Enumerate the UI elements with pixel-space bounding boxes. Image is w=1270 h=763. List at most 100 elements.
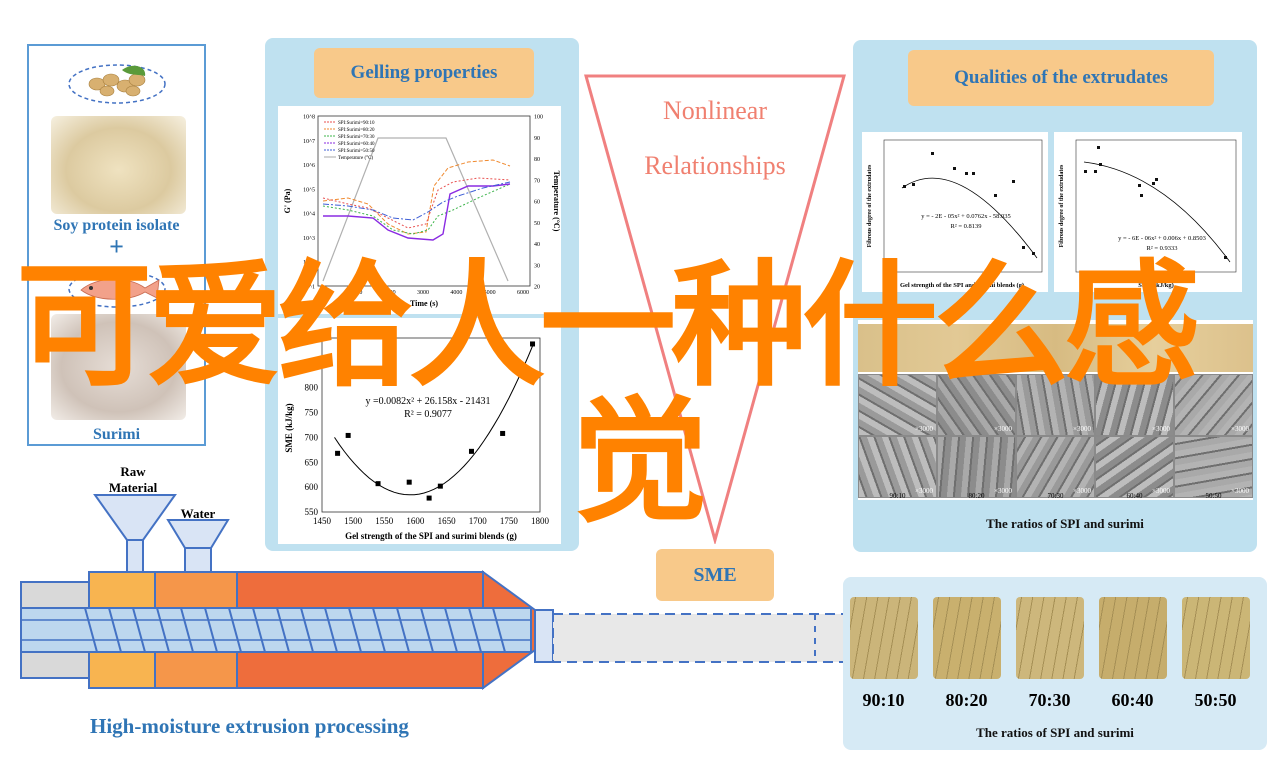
series-60-40 xyxy=(323,183,511,241)
sme-ytick: 700 xyxy=(305,432,319,442)
rheology-y2tick: 70 xyxy=(534,178,540,184)
rheology-y2tick: 40 xyxy=(534,242,540,248)
fibrous-sme-equation: y = - 6E - 06x² + 0.006x + 0.8503 xyxy=(1118,235,1206,242)
rheology-xtick: 1000 xyxy=(350,290,362,296)
extrudate-ratio-label: 50:50 xyxy=(1194,690,1237,710)
sme-xtick: 1500 xyxy=(344,516,363,526)
qualities-tag: Qualities of the extrudates xyxy=(908,50,1214,106)
sem-image: ×3000 xyxy=(858,436,937,498)
sme-xlabel: Gel strength of the SPI and surimi blend… xyxy=(345,531,517,541)
rheology-y2tick: 60 xyxy=(534,200,540,206)
sem-image: ×3000 xyxy=(1095,436,1174,498)
sme-point xyxy=(437,483,443,489)
sme-xtick: 1700 xyxy=(469,516,488,526)
sme-xtick: 1600 xyxy=(406,516,425,526)
sem-magnification: ×3000 xyxy=(1152,425,1170,433)
water-label: Water xyxy=(181,506,216,521)
legend-entry: Temperature (°C) xyxy=(338,156,373,161)
extrudate-ratio-label: 90:10 xyxy=(862,690,905,710)
qualities-caption: The ratios of SPI and surimi xyxy=(986,516,1144,531)
nonlinear-triangle xyxy=(584,74,846,544)
rheology-y2label: Temperature (°C) xyxy=(552,171,561,232)
extrudate-ratio-label: 70:30 xyxy=(1028,690,1071,710)
fibrous-chart-sme-svg: y = - 6E - 06x² + 0.006x + 0.8503 R² = 0… xyxy=(1059,139,1237,289)
sme-fit-curve xyxy=(334,342,535,496)
sem-magnification: ×3000 xyxy=(915,487,933,495)
sem-magnification: ×3000 xyxy=(1231,425,1249,433)
sme-ytick: 600 xyxy=(305,482,319,492)
sem-image: ×3000 xyxy=(1174,374,1253,436)
sme-equation: y =0.0082x² + 26.158x - 21431 xyxy=(365,396,490,407)
sme-point xyxy=(530,341,536,347)
fibrous-sme-ylabel: Fibrous degree of the extrudates xyxy=(1059,164,1065,247)
sem-magnification: ×3000 xyxy=(1073,425,1091,433)
extrudate-photo xyxy=(1182,597,1250,679)
series-50-50 xyxy=(322,181,511,221)
soy-powder-image xyxy=(51,116,186,214)
rheology-y2tick: 90 xyxy=(534,136,540,142)
sem-magnification: ×3000 xyxy=(994,487,1012,495)
sme-xtick: 1650 xyxy=(438,516,457,526)
sem-image: ×3000 xyxy=(937,436,1016,498)
rheology-y2tick: 30 xyxy=(534,263,540,269)
rheology-y2tick: 20 xyxy=(534,285,540,291)
temperature-line xyxy=(322,137,509,282)
sem-image: ×3000 xyxy=(1016,374,1095,436)
rheology-ylabel: G' (Pa) xyxy=(283,188,292,213)
sem-magnification: ×3000 xyxy=(1231,487,1249,495)
surimi-label: Surimi xyxy=(92,426,141,443)
rheology-chart: 10^1 10^2 10^3 10^4 10^5 10^6 10^7 10^8 20 30 40 5… xyxy=(278,106,561,314)
extrudate-photo xyxy=(850,597,918,679)
overlay-text-line2: 觉 xyxy=(572,384,708,542)
sme-xtick: 1550 xyxy=(375,516,394,526)
rheology-xtick: 5000 xyxy=(484,290,496,296)
sme-point xyxy=(500,430,506,436)
extruder: Raw Material Water xyxy=(20,464,846,690)
photos-caption: The ratios of SPI and surimi xyxy=(976,725,1134,740)
nonlinear-label: Nonlinear xyxy=(663,96,767,125)
rheology-xtick: 2000 xyxy=(384,290,396,296)
fibrous-gel-xlabel: Gel strength of the SPI and surimi blend… xyxy=(900,282,1024,289)
rheology-ytick: 10^2 xyxy=(303,260,315,266)
sem-grid: ×3000 ×3000 ×3000 ×3000 ×3000 ×3000 ×3000 ×3000… xyxy=(858,320,1253,500)
extrudate-strip xyxy=(858,324,1253,372)
rheology-xtick: 6000 xyxy=(517,290,529,296)
rheology-y2tick: 50 xyxy=(534,221,540,227)
rheology-ytick: 10^4 xyxy=(303,212,315,218)
sem-image: ×3000 xyxy=(937,374,1016,436)
sem-ratio-label: 80:20 xyxy=(968,492,985,500)
extrudate-ratio-label: 80:20 xyxy=(945,690,988,710)
sem-magnification: ×3000 xyxy=(994,425,1012,433)
sme-point xyxy=(335,450,341,456)
fish-image xyxy=(68,270,166,308)
sem-image: ×3000 xyxy=(1095,374,1174,436)
fibrous-sme-r2: R² = 0.9333 xyxy=(1146,245,1177,252)
gelling-properties-tag: Gelling properties xyxy=(314,48,534,98)
sme-ylabel: SME (kJ/kg) xyxy=(284,403,294,452)
fibrous-chart-sme: y = - 6E - 06x² + 0.006x + 0.8503 R² = 0… xyxy=(1054,132,1242,292)
extrudate-photo xyxy=(933,597,1001,679)
sme-xtick: 1450 xyxy=(313,516,332,526)
rheology-chart-svg: 10^1 10^2 10^3 10^4 10^5 10^6 10^7 10^8 20 30 40 5… xyxy=(283,115,561,309)
legend-entry: SPI:Surimi=80:20 xyxy=(338,128,375,133)
rheology-y2tick: 80 xyxy=(534,157,540,163)
rheology-xtick: 0 xyxy=(322,290,325,296)
raw-label-1: Raw xyxy=(120,464,146,479)
fibrous-gel-r2: R² = 0.8139 xyxy=(950,223,981,230)
rheology-ytick: 10^6 xyxy=(303,163,315,169)
rheology-xtick: 4000 xyxy=(450,290,462,296)
rheology-ytick: 10^5 xyxy=(303,187,315,193)
raw-materials-box: Soy protein isolate + Surimi xyxy=(27,44,206,446)
sme-ytick: 750 xyxy=(305,408,319,418)
series-80-20 xyxy=(322,159,511,235)
series-90-10 xyxy=(322,177,511,229)
sem-magnification: ×3000 xyxy=(1073,487,1091,495)
plus-sign: + xyxy=(109,232,124,261)
rheology-y2tick: 100 xyxy=(534,115,543,121)
fibrous-sme-xlabel: SME (kJ/kg) xyxy=(1138,282,1174,289)
fibrous-gel-ylabel: Fibrous degree of the extrudates xyxy=(867,164,873,247)
rheology-xlabel: Time (s) xyxy=(410,299,438,308)
sme-point xyxy=(468,448,474,454)
surimi-image xyxy=(51,314,186,420)
sme-ytick: 800 xyxy=(305,383,319,393)
